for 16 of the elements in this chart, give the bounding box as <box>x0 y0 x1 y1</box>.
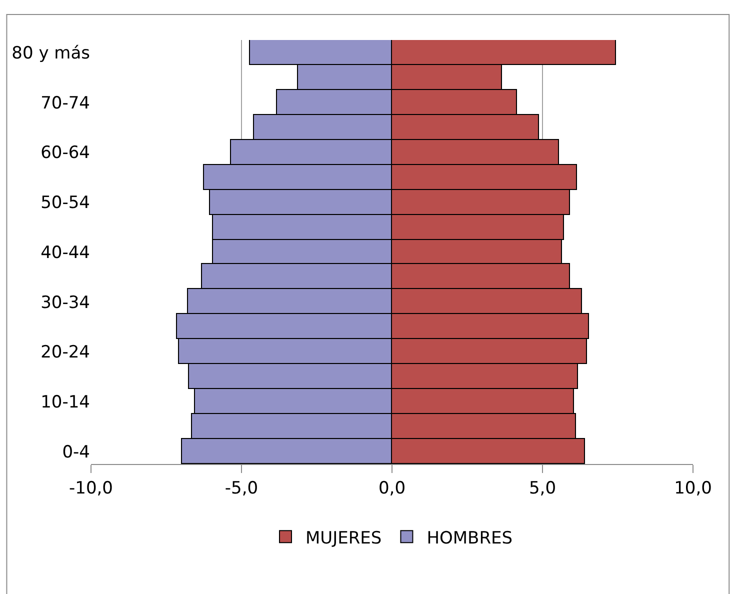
y-tick-label: 30-34 <box>40 292 90 313</box>
y-tick-label: 70-74 <box>40 93 90 114</box>
x-tick-label: -5,0 <box>224 478 258 498</box>
legend-label: MUJERES <box>306 528 382 548</box>
x-tick-label: 0,0 <box>378 478 406 498</box>
y-tick-label: 10-14 <box>40 392 90 413</box>
y-tick-label: 0-4 <box>62 442 90 462</box>
y-tick-label: 80 y más <box>12 43 90 64</box>
y-tick-label: 20-24 <box>40 342 90 363</box>
x-tick-label: 5,0 <box>528 478 556 498</box>
legend-label: HOMBRES <box>426 528 513 548</box>
y-tick-label: 60-64 <box>40 143 90 164</box>
x-tick-label: -10,0 <box>69 478 113 498</box>
y-tick-label: 50-54 <box>40 193 90 214</box>
y-tick-label: 40-44 <box>40 242 90 263</box>
x-tick-label: 10,0 <box>674 478 712 498</box>
